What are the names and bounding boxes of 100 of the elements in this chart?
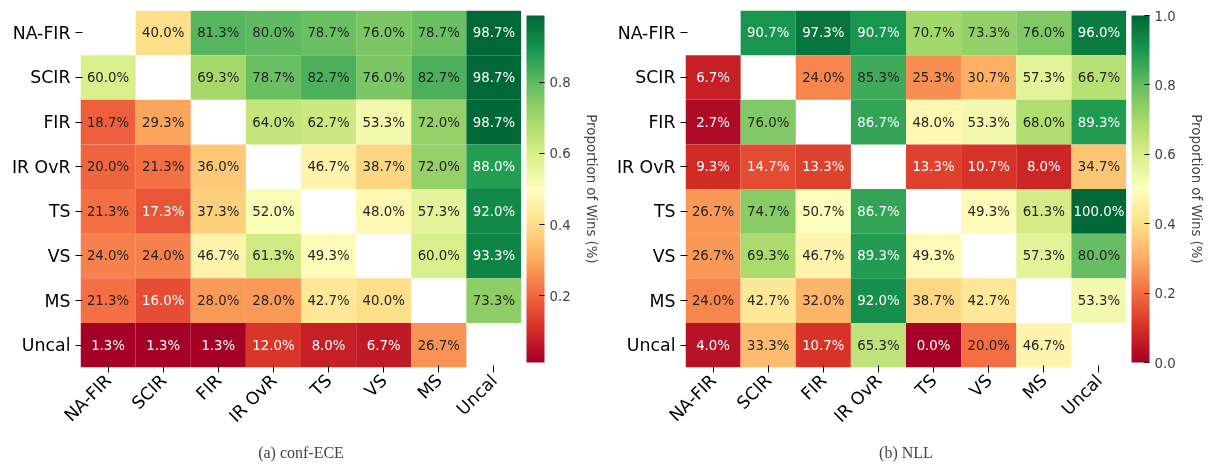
data-label: 40.0% (362, 293, 405, 309)
data-label: 78.7% (307, 25, 350, 41)
data-label: 42.7% (307, 293, 350, 309)
data-label: 34.7% (1077, 159, 1121, 175)
data-label: 0.0% (916, 337, 951, 353)
data-label: 89.3% (1077, 114, 1121, 130)
data-label: 81.3% (197, 25, 240, 41)
data-label: 9.3% (696, 159, 731, 175)
data-label: 96.0% (1077, 25, 1121, 41)
y-tick-label: NA-FIR (12, 22, 71, 43)
x-tick-label: FIR (797, 370, 831, 404)
data-label: 90.7% (747, 25, 790, 41)
data-label: 1.3% (146, 337, 181, 353)
data-label: 10.7% (967, 159, 1010, 175)
x-tick-label: MS (413, 370, 446, 403)
data-label: 89.3% (857, 248, 900, 264)
data-label: 57.3% (1022, 69, 1065, 85)
y-tick-label: NA-FIR (617, 22, 676, 43)
data-label: 93.3% (472, 248, 516, 264)
data-label: 88.0% (472, 159, 516, 175)
data-label: 57.3% (1022, 248, 1065, 264)
data-label: 6.7% (366, 337, 401, 353)
data-label: 76.0% (1022, 25, 1065, 41)
color-bar-label: 0.0 (1154, 355, 1176, 371)
y-tick-label: TS (47, 201, 71, 222)
data-label: 25.3% (912, 69, 955, 85)
x-tick-label: FIR (192, 370, 226, 404)
data-label: 21.3% (86, 293, 130, 309)
data-label: 100.0% (1073, 203, 1125, 219)
data-label: 53.3% (1077, 293, 1121, 309)
data-label: 38.7% (362, 159, 405, 175)
data-label: 24.0% (86, 248, 130, 264)
data-label: 13.3% (912, 159, 955, 175)
text: (b) NLL (879, 443, 933, 462)
data-label: 32.0% (802, 293, 845, 309)
data-label: 76.0% (362, 25, 405, 41)
data-label: 10.7% (802, 337, 845, 353)
data-label: 2.7% (696, 114, 731, 130)
data-label: 28.0% (252, 293, 295, 309)
data-label: 46.7% (1022, 337, 1065, 353)
x-tick-label: MS (1018, 370, 1051, 403)
color-bar-label: 0.6 (1154, 147, 1176, 163)
data-label: 26.7% (691, 203, 735, 219)
data-label: 65.3% (857, 337, 900, 353)
data-label: 1.3% (91, 337, 126, 353)
y-tick-label: SCIR (30, 67, 71, 88)
data-label: 46.7% (307, 159, 350, 175)
data-label: 60.0% (86, 69, 130, 85)
data-label: 29.3% (142, 114, 185, 130)
color-bar-title: Proportion of Wins (%) (1188, 114, 1204, 264)
data-label: 50.7% (802, 203, 845, 219)
data-label: 66.7% (1077, 69, 1121, 85)
data-label: 97.3% (802, 25, 845, 41)
data-label: 76.0% (747, 114, 790, 130)
data-label: 49.3% (307, 248, 350, 264)
color-bar-label: 0.4 (1154, 216, 1176, 232)
data-label: 12.0% (252, 337, 295, 353)
data-label: 61.3% (1022, 203, 1065, 219)
y-tick-label: FIR (43, 112, 71, 133)
color-bar-label: 0.2 (1154, 286, 1176, 302)
data-label: 72.0% (417, 159, 460, 175)
x-tick-label: TS (305, 370, 336, 401)
data-label: 68.0% (1022, 114, 1065, 130)
data-label: 61.3% (252, 248, 295, 264)
data-label: 76.0% (362, 69, 405, 85)
color-bar-label: 1.0 (1154, 8, 1176, 24)
data-label: 1.3% (201, 337, 236, 353)
data-label: 69.3% (747, 248, 790, 264)
data-label: 36.0% (197, 159, 240, 175)
data-label: 49.3% (912, 248, 955, 264)
data-label: 38.7% (912, 293, 955, 309)
data-label: 30.7% (967, 69, 1010, 85)
color-bar-label: 0.4 (549, 217, 571, 233)
y-tick-label: IR OvR (616, 156, 676, 177)
data-label: 86.7% (857, 203, 900, 219)
data-label: 4.0% (696, 337, 731, 353)
data-label: 40.0% (142, 25, 185, 41)
data-label: 73.3% (472, 293, 516, 309)
color-bar-label: 0.6 (549, 146, 571, 162)
data-label: 16.0% (142, 293, 185, 309)
data-label: 72.0% (417, 114, 460, 130)
color-bar-label: 0.8 (1154, 77, 1176, 93)
data-label: 21.3% (142, 159, 185, 175)
y-tick-label: FIR (648, 112, 676, 133)
text: (a) conf-ECE (258, 443, 344, 462)
data-label: 13.3% (802, 159, 845, 175)
data-label: 18.7% (86, 114, 130, 130)
data-label: 8.0% (311, 337, 346, 353)
data-label: 28.0% (197, 293, 240, 309)
data-label: 82.7% (307, 69, 350, 85)
data-label: 52.0% (252, 203, 295, 219)
data-label: 49.3% (967, 203, 1010, 219)
y-tick-label: IR OvR (11, 156, 71, 177)
data-label: 60.0% (417, 248, 460, 264)
data-label: 70.7% (912, 25, 955, 41)
data-label: 90.7% (857, 25, 900, 41)
data-label: 53.3% (967, 114, 1010, 130)
data-label: 64.0% (252, 114, 295, 130)
data-label: 53.3% (362, 114, 405, 130)
data-label: 86.7% (857, 114, 900, 130)
